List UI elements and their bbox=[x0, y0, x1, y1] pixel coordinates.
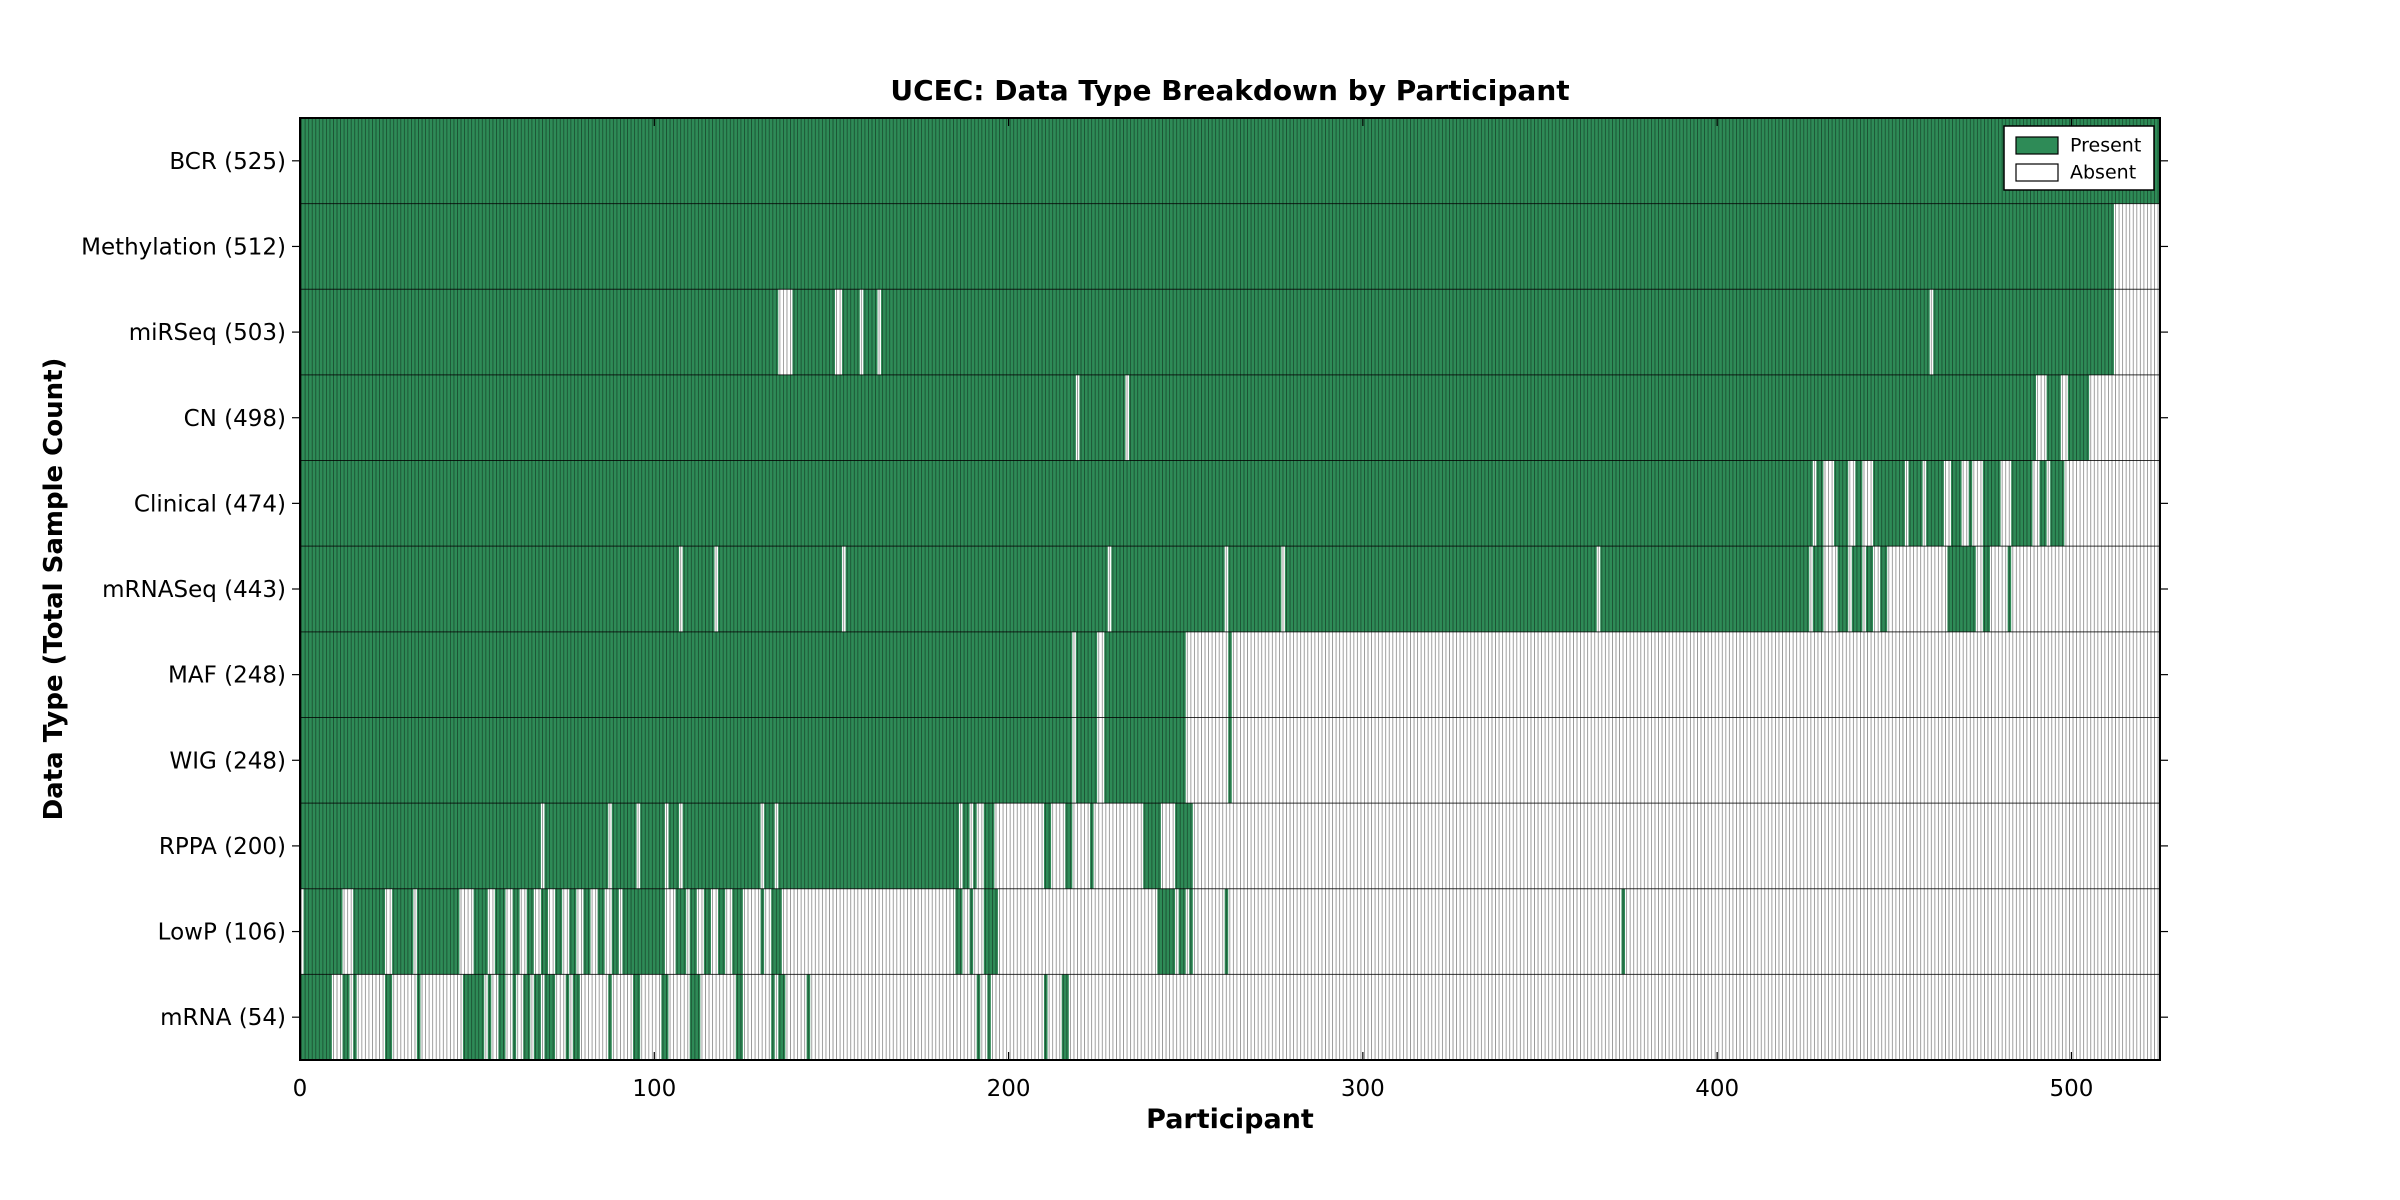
y-axis-label: Data Type (Total Sample Count) bbox=[39, 358, 69, 821]
legend-swatch-absent bbox=[2015, 163, 2059, 182]
plot-frame bbox=[299, 117, 2161, 1061]
y-tick-label-BCR: BCR (525) bbox=[169, 149, 286, 175]
y-tick-label-WIG: WIG (248) bbox=[169, 748, 286, 774]
legend-swatch-present bbox=[2015, 136, 2059, 155]
legend: Present Absent bbox=[2003, 125, 2155, 191]
x-tick-label: 500 bbox=[2049, 1076, 2093, 1102]
y-tick-label-mRNA: mRNA (54) bbox=[160, 1005, 286, 1031]
x-tick-label: 100 bbox=[632, 1076, 676, 1102]
legend-label-absent: Absent bbox=[2070, 162, 2136, 184]
legend-label-present: Present bbox=[2070, 135, 2141, 157]
x-tick-label: 0 bbox=[293, 1076, 308, 1102]
y-tick-label-miRSeq: miRSeq (503) bbox=[129, 320, 286, 346]
cell-grid-overlay bbox=[300, 118, 2160, 1060]
x-tick-label: 400 bbox=[1695, 1076, 1739, 1102]
x-tick-label: 300 bbox=[1341, 1076, 1385, 1102]
y-tick-label-mRNASeq: mRNASeq (443) bbox=[102, 577, 286, 603]
chart-title: UCEC: Data Type Breakdown by Participant bbox=[890, 74, 1569, 107]
x-tick-label: 200 bbox=[987, 1076, 1031, 1102]
y-tick-label-LowP: LowP (106) bbox=[158, 920, 286, 946]
y-tick-label-Clinical: Clinical (474) bbox=[134, 491, 286, 517]
y-tick-label-RPPA: RPPA (200) bbox=[159, 834, 286, 860]
y-tick-label-Methylation: Methylation (512) bbox=[81, 235, 286, 261]
x-axis-label: Participant bbox=[1146, 1104, 1314, 1135]
y-tick-label-CN: CN (498) bbox=[184, 406, 286, 432]
y-tick-label-MAF: MAF (248) bbox=[168, 663, 286, 689]
